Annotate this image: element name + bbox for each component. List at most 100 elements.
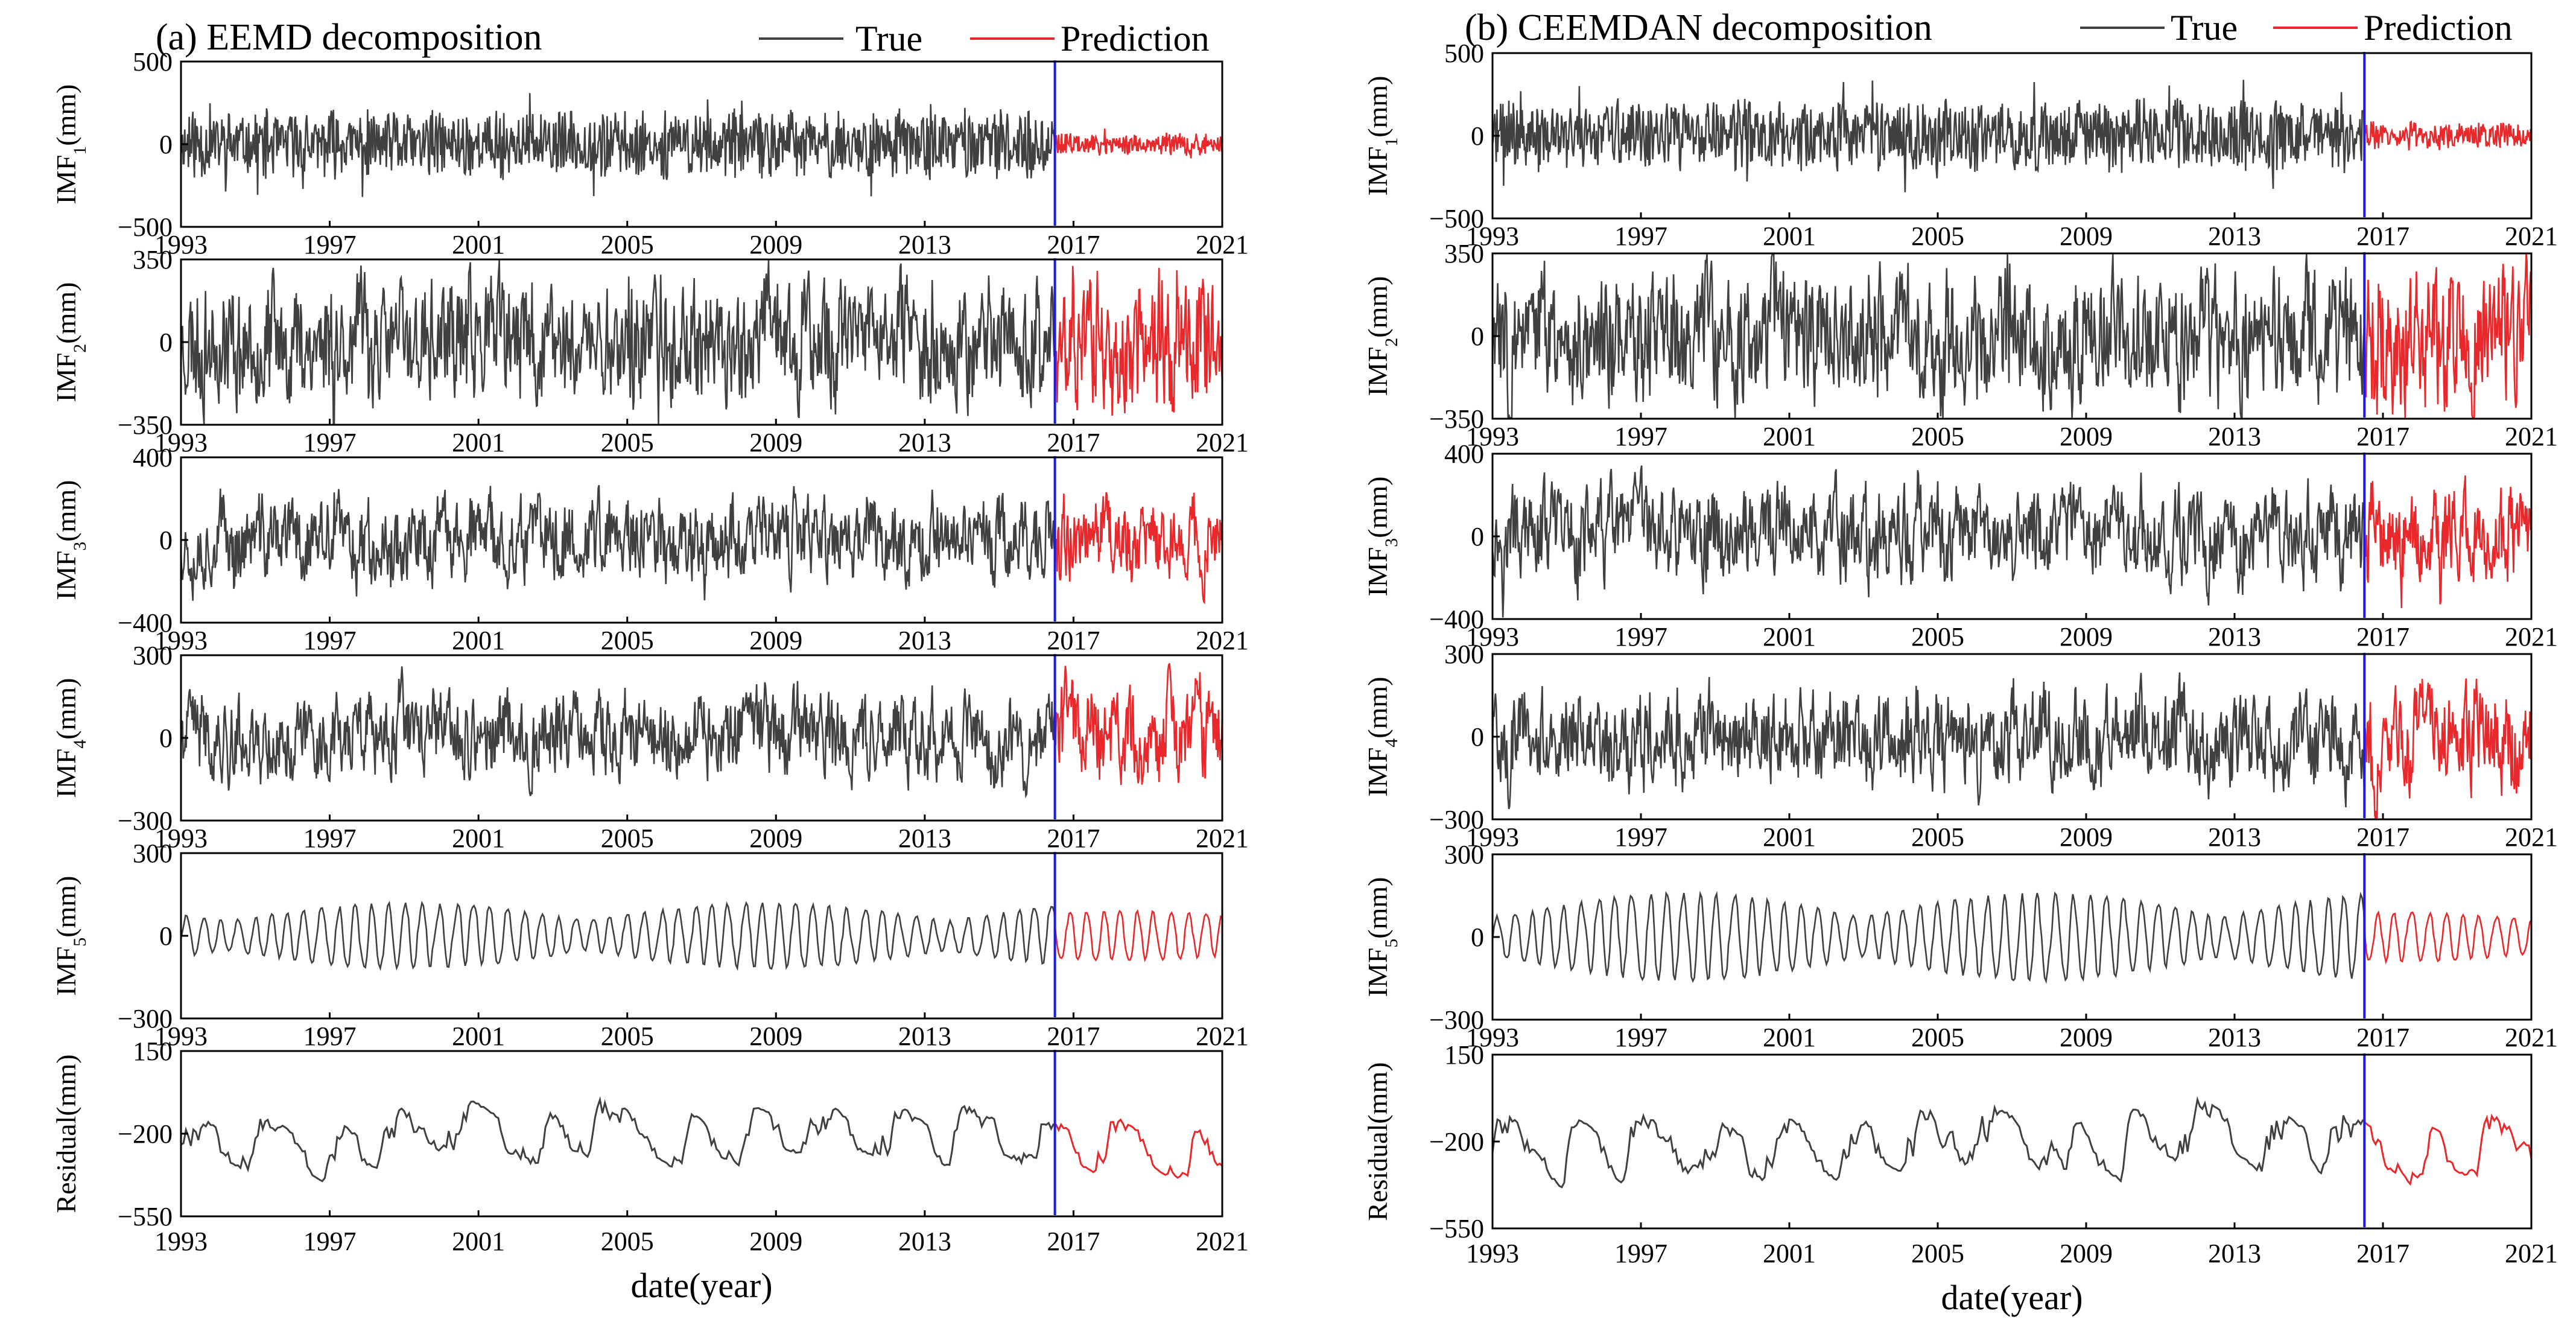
xtick-2017: 2017	[2356, 221, 2409, 251]
xtick-1997: 1997	[303, 1227, 357, 1256]
xtick-1997: 1997	[1614, 1023, 1667, 1052]
xtick-1997: 1997	[1614, 822, 1667, 852]
chart-b-legend: True Prediction	[2080, 8, 2513, 48]
xtick-2001: 2001	[1763, 622, 1816, 652]
legend-a-prediction-label: Prediction	[1061, 19, 1210, 59]
xtick-1993: 1993	[1466, 221, 1519, 251]
xtick-2005: 2005	[1911, 822, 1964, 852]
xtick-2005: 2005	[601, 824, 654, 853]
series-true	[1491, 672, 2365, 810]
xtick-2009: 2009	[749, 824, 802, 853]
panel-a-imf5: IMF5(mm) 300 0 −300 1993 1997 2001 2005 …	[51, 839, 1249, 1051]
ytick-a-imf5-bot: −300	[118, 1004, 173, 1034]
series-true	[1491, 253, 2365, 419]
xtick-2017: 2017	[2356, 822, 2409, 852]
series-true	[180, 1096, 1055, 1183]
ylabel-a-imf2: IMF2(mm)	[51, 282, 90, 402]
xtick-2013: 2013	[898, 428, 951, 457]
xtick-2009: 2009	[2060, 1023, 2113, 1052]
panel-b-residual: Residual(mm) 150 −200 −550 1993 1997 200…	[1362, 1040, 2558, 1268]
plot-frame	[180, 1050, 1223, 1218]
xtick-2009: 2009	[2060, 622, 2113, 652]
panel-a-imf2: IMF2(mm) 350 0 −350 1993 1997 2001 2005 …	[51, 245, 1249, 457]
xtick-2009: 2009	[749, 1021, 802, 1051]
chart-a-legend: True Prediction	[759, 19, 1210, 59]
ytick-a-res-top: 150	[133, 1037, 173, 1066]
xtick-1997: 1997	[303, 428, 357, 457]
xtick-1993: 1993	[154, 626, 208, 655]
ytick-a-imf1-bot: −500	[118, 212, 173, 242]
ytick-a-imf3-top: 400	[133, 443, 173, 472]
xtick-2001: 2001	[1763, 1023, 1816, 1052]
ytick-b-imf3-mid: 0	[1471, 522, 1484, 551]
xtick-2005: 2005	[1911, 1023, 1964, 1052]
ytick-b-imf2-top: 350	[1444, 239, 1484, 268]
ytick-a-imf2-mid: 0	[159, 328, 173, 357]
panel-b-imf4: IMF4(mm) 300 0 −300 1993 1997 2001 2005 …	[1362, 640, 2558, 852]
xtick-2001: 2001	[452, 824, 505, 853]
ytick-b-res-bot: −550	[1429, 1214, 1484, 1243]
xtick-2017: 2017	[2356, 422, 2409, 451]
chart-b-xlabel: date(year)	[1941, 1278, 2083, 1317]
xtick-2021: 2021	[1196, 1021, 1249, 1051]
series-prediction	[1053, 1118, 1223, 1179]
xtick-2021: 2021	[2505, 422, 2558, 451]
legend-b-prediction-label: Prediction	[2364, 8, 2513, 48]
ytick-a-imf1-mid: 0	[159, 130, 173, 159]
ytick-b-imf1-top: 500	[1444, 39, 1484, 68]
series-true	[180, 666, 1055, 799]
xtick-2021: 2021	[2505, 221, 2558, 251]
series-true	[180, 484, 1055, 601]
xtick-1993: 1993	[1466, 1023, 1519, 1052]
ytick-b-imf2-bot: −350	[1429, 404, 1484, 434]
xtick-2013: 2013	[2208, 622, 2261, 652]
xtick-1993: 1993	[1466, 422, 1519, 451]
ytick-a-imf5-top: 300	[133, 839, 173, 868]
xtick-1997: 1997	[1614, 1239, 1667, 1268]
xtick-2009: 2009	[749, 1227, 802, 1256]
xtick-2013: 2013	[898, 626, 951, 655]
xtick-2005: 2005	[601, 428, 654, 457]
xtick-1997: 1997	[303, 230, 357, 259]
ytick-a-imf5-mid: 0	[159, 921, 173, 951]
xtick-1993: 1993	[154, 1227, 208, 1256]
xtick-1993: 1993	[154, 230, 208, 259]
xtick-1997: 1997	[303, 1021, 357, 1051]
ylabel-a-imf1: IMF1(mm)	[51, 84, 90, 204]
ytick-a-imf4-bot: −300	[118, 806, 173, 836]
xtick-2005: 2005	[1911, 622, 1964, 652]
xtick-2001: 2001	[452, 626, 505, 655]
xtick-2005: 2005	[1911, 221, 1964, 251]
ylabel-b-imf5: IMF5(mm)	[1362, 877, 1401, 997]
series-prediction	[1053, 492, 1223, 605]
xtick-2021: 2021	[1196, 824, 1249, 853]
xtick-2021: 2021	[1196, 1227, 1249, 1256]
series-true	[1491, 80, 2365, 192]
xtick-2001: 2001	[1763, 422, 1816, 451]
series-true	[180, 900, 1055, 971]
ylabel-b-imf3: IMF3(mm)	[1362, 476, 1401, 596]
xtick-2021: 2021	[1196, 626, 1249, 655]
ytick-a-imf3-bot: −400	[118, 608, 173, 638]
xtick-1993: 1993	[1466, 1239, 1519, 1268]
ytick-a-imf2-bot: −350	[118, 410, 173, 440]
series-prediction	[2363, 475, 2533, 608]
ytick-b-imf3-bot: −400	[1429, 605, 1484, 634]
ytick-b-imf5-bot: −300	[1429, 1005, 1484, 1035]
ylabel-a-imf4: IMF4(mm)	[51, 678, 90, 798]
xtick-1997: 1997	[303, 824, 357, 853]
xtick-2017: 2017	[1047, 1227, 1100, 1256]
xtick-2017: 2017	[1047, 1021, 1100, 1051]
series-true	[180, 260, 1055, 425]
ylabel-b-imf4: IMF4(mm)	[1362, 676, 1401, 796]
xtick-2009: 2009	[2060, 1239, 2113, 1268]
series-prediction	[1053, 662, 1223, 785]
xtick-2017: 2017	[2356, 1239, 2409, 1268]
ytick-a-res-bot: −550	[118, 1202, 173, 1231]
xtick-1997: 1997	[1614, 622, 1667, 652]
ytick-b-imf5-top: 300	[1444, 840, 1484, 869]
xtick-2017: 2017	[2356, 622, 2409, 652]
xtick-2005: 2005	[601, 626, 654, 655]
xtick-2021: 2021	[2505, 1023, 2558, 1052]
ytick-a-imf2-top: 350	[133, 245, 173, 275]
